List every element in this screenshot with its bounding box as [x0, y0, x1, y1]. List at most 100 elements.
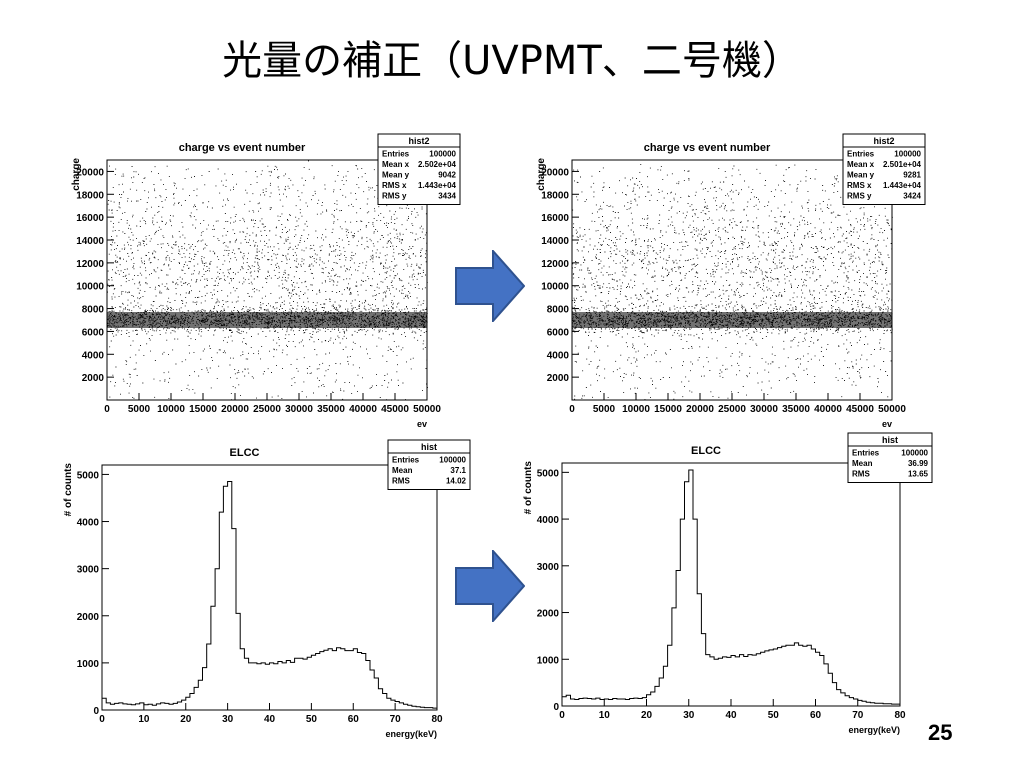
x-axis-label: ev	[882, 419, 892, 429]
x-tick-label: 20000	[686, 404, 714, 415]
stats-value: 100000	[901, 449, 928, 458]
x-tick-label: 0	[104, 404, 110, 415]
x-tick-label: 60	[348, 714, 360, 725]
histogram-chart-right: 0 10 20 30 40 50 60 70 80 0 1000 2000 3000 4000 5000 EL…	[523, 432, 933, 735]
y-tick-label: 4000	[547, 350, 570, 361]
stats-value: 3434	[438, 192, 456, 201]
stats-value: 1.443e+04	[883, 181, 922, 190]
histogram-panel-right: 0 10 20 30 40 50 60 70 80 0 1000 2000 3000 4000 5000 EL…	[520, 428, 940, 738]
chart-title: ELCC	[691, 445, 721, 457]
x-tick-label: 0	[569, 404, 575, 415]
x-tick-label: 10000	[157, 404, 185, 415]
stats-key: RMS y	[382, 192, 407, 201]
chart-title: ELCC	[230, 447, 260, 459]
stats-value: 14.02	[446, 477, 467, 486]
x-tick-label: 35000	[782, 404, 810, 415]
y-tick-label: 5000	[537, 468, 560, 479]
stats-name: hist2	[408, 136, 429, 146]
x-tick-label: 50000	[413, 404, 441, 415]
y-tick-label: 12000	[541, 259, 569, 270]
plot-frame	[561, 462, 901, 707]
y-tick-label: 6000	[547, 327, 570, 338]
stats-key: Entries	[852, 449, 880, 458]
stats-value: 2.501e+04	[883, 160, 922, 169]
x-tick-label: 25000	[253, 404, 281, 415]
density-band	[572, 312, 892, 328]
right-arrow-icon-top	[455, 248, 526, 327]
stats-key: Mean	[392, 466, 413, 475]
x-tick-label: 10	[138, 714, 150, 725]
stats-key: Mean y	[847, 171, 875, 180]
x-tick-label: 50	[306, 714, 318, 725]
x-tick-label: 20	[180, 714, 192, 725]
x-tick-label: 40000	[814, 404, 842, 415]
y-tick-label: 3000	[77, 565, 100, 576]
plot-frame	[106, 159, 428, 401]
y-tick-label: 14000	[541, 236, 569, 247]
histogram-step-line	[561, 469, 901, 706]
y-tick-label: 8000	[82, 305, 105, 316]
stats-box	[847, 432, 933, 483]
y-tick-label: 1000	[77, 659, 100, 670]
x-tick-label: 30	[222, 714, 234, 725]
density-band	[107, 312, 427, 328]
x-axis-label: energy(keV)	[848, 725, 900, 735]
stats-box	[377, 133, 461, 205]
y-tick-label: 18000	[541, 190, 569, 201]
stats-key: Mean y	[382, 171, 410, 180]
stats-name: hist2	[873, 136, 894, 146]
x-tick-label: 0	[99, 714, 105, 725]
scatter-chart-right: 0 5000 10000 15000 20000 25000 30000 35000 40000…	[536, 133, 926, 429]
y-tick-label: 8000	[547, 305, 570, 316]
stats-box	[842, 133, 926, 205]
y-tick-label: 10000	[76, 282, 104, 293]
stats-key: RMS x	[382, 181, 407, 190]
stats-key: Mean x	[382, 160, 410, 169]
stats-value: 100000	[429, 150, 456, 159]
x-tick-label: 30000	[750, 404, 778, 415]
x-tick-label: 80	[894, 710, 906, 721]
stats-value: 3424	[903, 192, 921, 201]
stats-key: RMS x	[847, 181, 872, 190]
y-tick-label: 4000	[537, 515, 560, 526]
y-tick-label: 10000	[541, 282, 569, 293]
y-tick-label: 20000	[541, 167, 569, 178]
stats-value: 36.99	[908, 459, 929, 468]
x-tick-label: 50	[768, 710, 780, 721]
stats-key: Entries	[392, 456, 420, 465]
stats-key: Entries	[382, 150, 410, 159]
page-number: 25	[928, 720, 953, 745]
x-tick-label: 40000	[349, 404, 377, 415]
histogram-chart-left: 0 10 20 30 40 50 60 70 80 0 1000 2000 3000 4000 5000 EL…	[63, 439, 471, 739]
x-tick-label: 35000	[317, 404, 345, 415]
stats-name: hist	[882, 435, 898, 445]
y-tick-label: 2000	[537, 609, 560, 620]
stats-value: 100000	[439, 456, 466, 465]
right-arrow-icon-bottom	[455, 548, 526, 627]
x-tick-label: 40	[264, 714, 276, 725]
y-tick-label: 6000	[82, 327, 105, 338]
stats-box	[387, 439, 471, 490]
x-tick-label: 20000	[221, 404, 249, 415]
stats-key: RMS	[852, 470, 870, 479]
y-tick-label: 12000	[76, 259, 104, 270]
y-tick-label: 1000	[537, 655, 560, 666]
y-tick-label: 16000	[541, 213, 569, 224]
x-tick-label: 70	[852, 710, 864, 721]
x-tick-label: 45000	[381, 404, 409, 415]
x-tick-label: 30000	[285, 404, 313, 415]
x-tick-label: 25000	[718, 404, 746, 415]
stats-key: RMS y	[847, 192, 872, 201]
y-tick-label: 3000	[537, 562, 560, 573]
x-tick-label: 20	[641, 710, 653, 721]
arrow-shape	[455, 248, 526, 324]
y-tick-label: 4000	[82, 350, 105, 361]
x-tick-label: 70	[390, 714, 402, 725]
x-axis-label: ev	[417, 419, 427, 429]
stats-key: Mean x	[847, 160, 875, 169]
scatter-panel-left: 0 5000 10000 15000 20000 25000 30000 35000 40000…	[60, 130, 470, 430]
x-tick-label: 5000	[128, 404, 151, 415]
x-tick-label: 50000	[878, 404, 906, 415]
y-axis-label: charge	[71, 158, 82, 191]
stats-value: 37.1	[450, 466, 466, 475]
